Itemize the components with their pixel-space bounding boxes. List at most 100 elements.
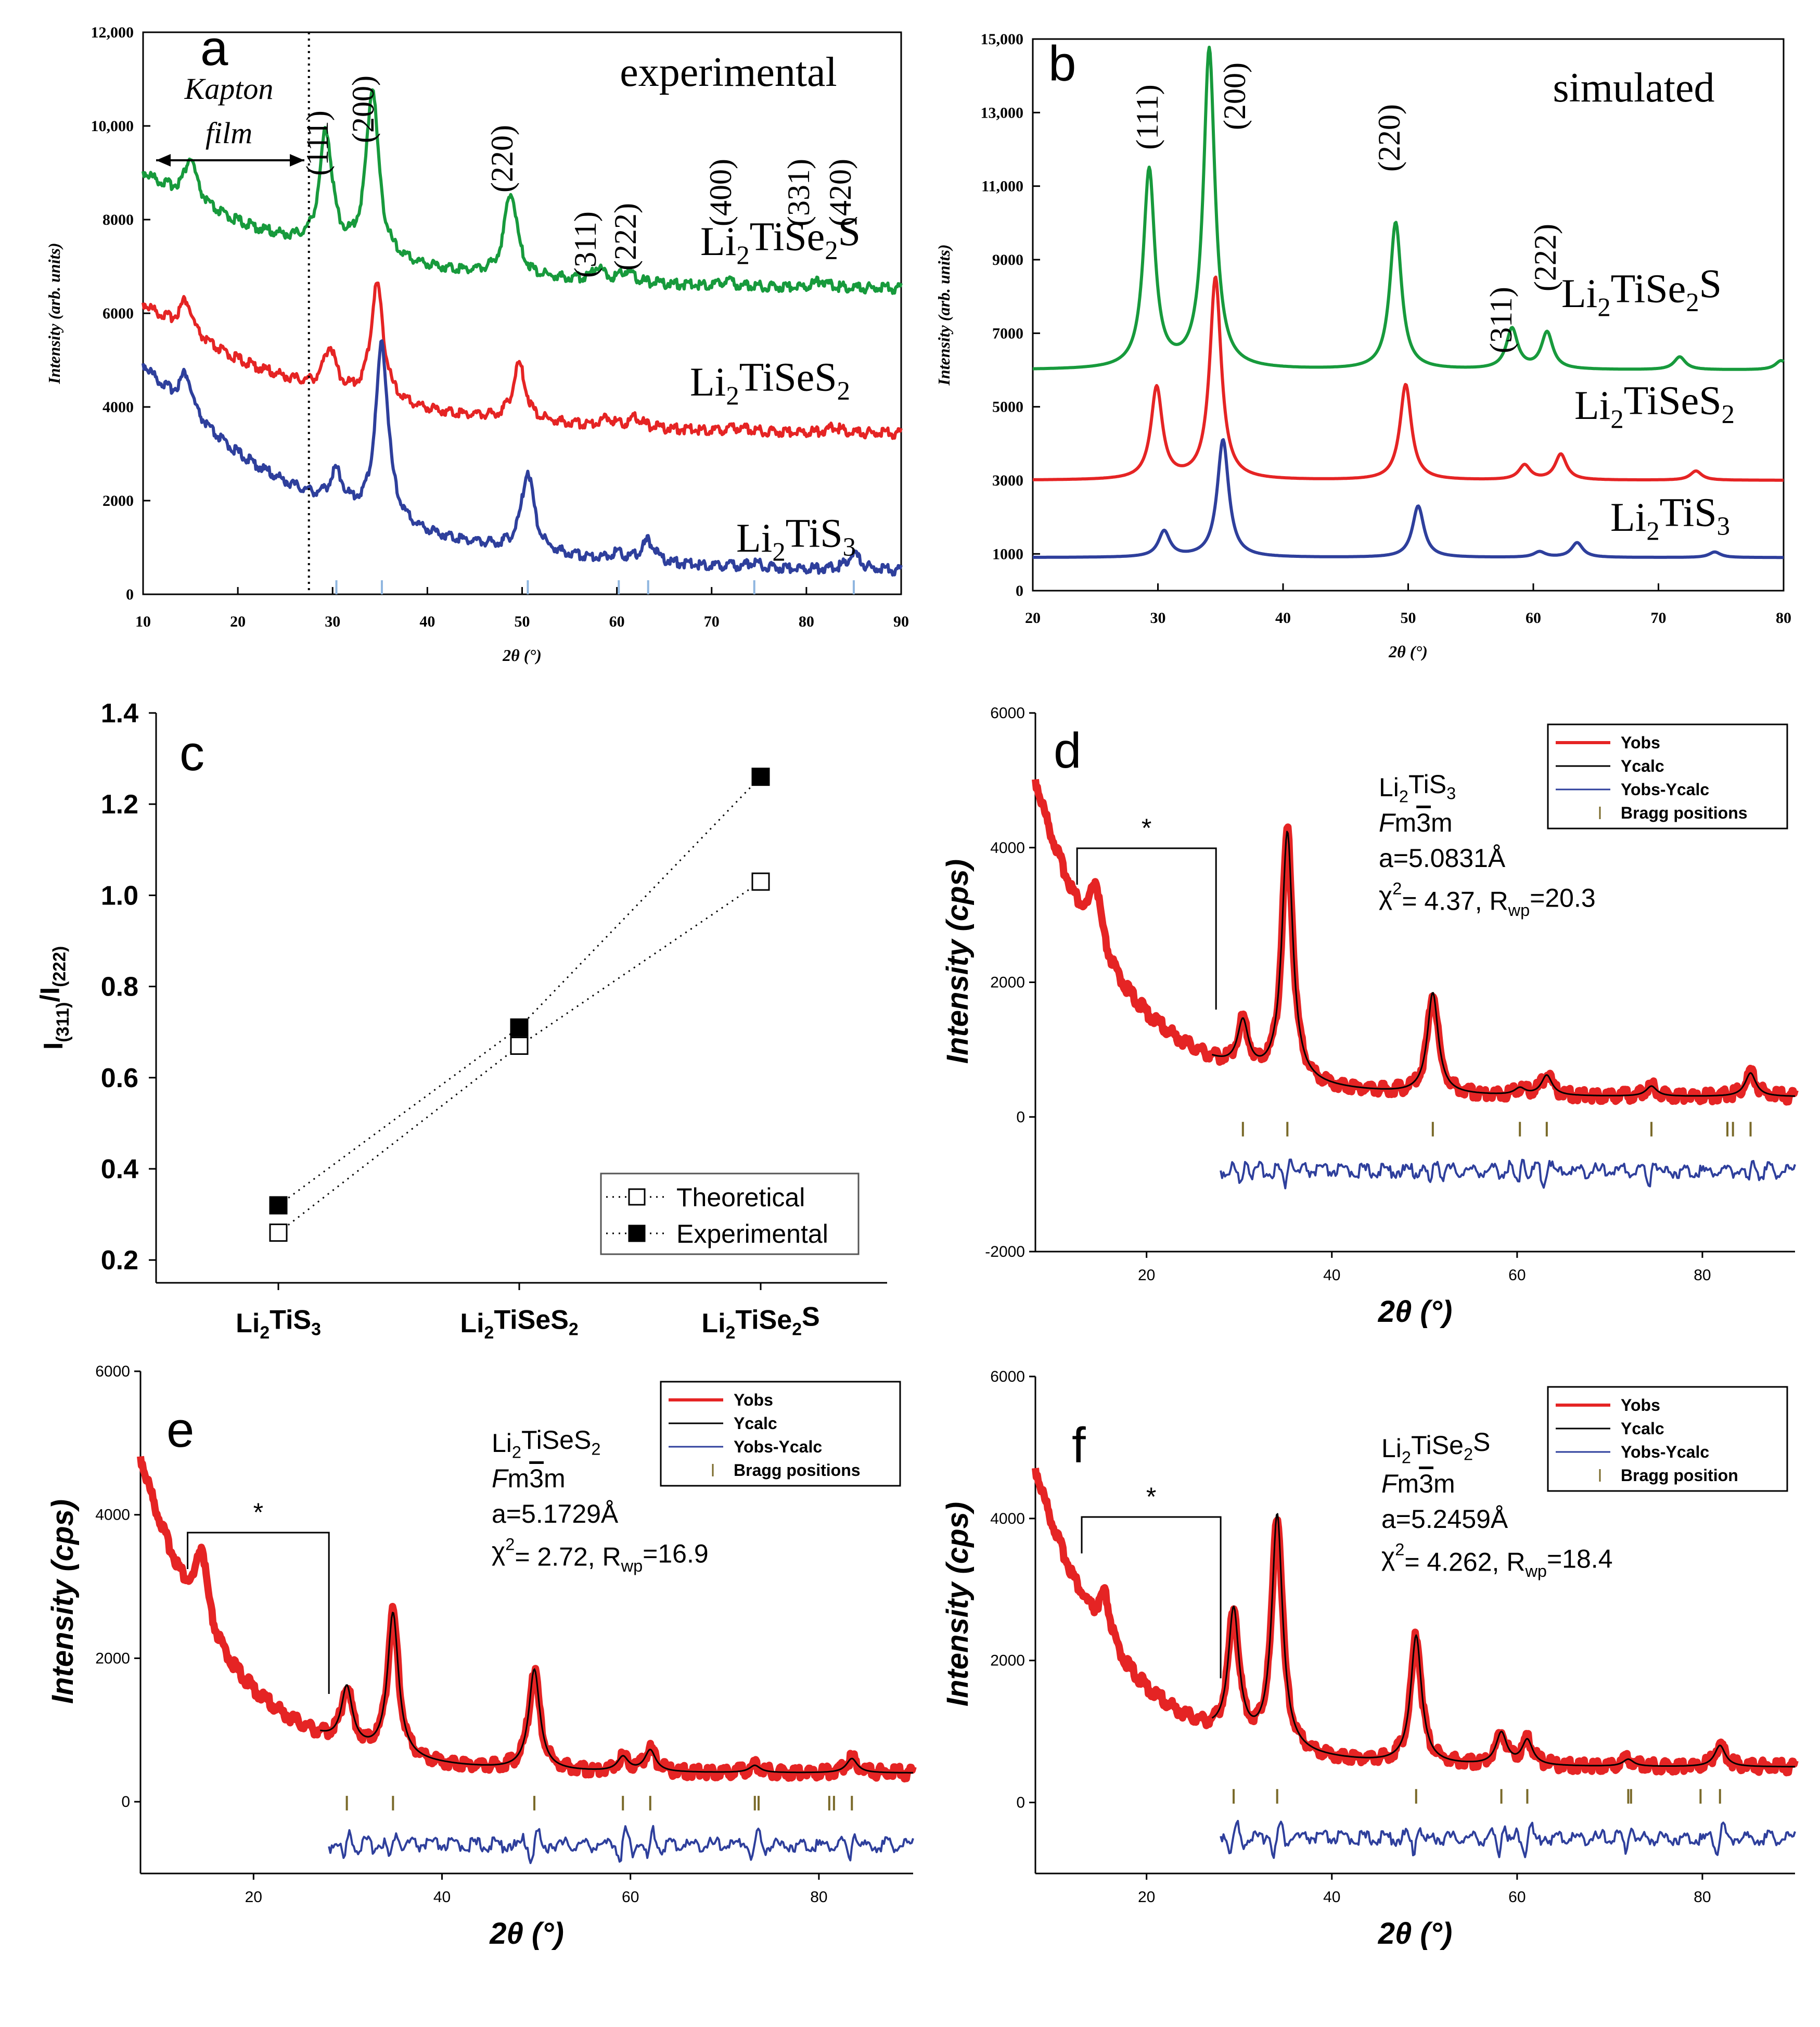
x-tick-label: 80 [799,613,814,630]
y-tick-label: 11,000 [981,178,1023,195]
ycalc-line [1212,831,1796,1097]
formula-part: χ [1381,1542,1395,1571]
ycalc-line [319,1612,913,1774]
panel-title: simulated [1553,65,1714,111]
formula-part: wp [621,1557,643,1575]
phase-formula: Li2TiSe2S [1381,1427,1490,1467]
panel-e: 20 40 60 80 0 2000 4000 6000 2θ (°) Intensity (cp… [46,1363,917,1950]
y-tick-label: 1.2 [101,789,138,820]
formula-part: = 2.72, R [515,1542,621,1572]
space-group-part: F [492,1464,509,1493]
hkl-label: (311) [1484,287,1518,353]
x-tick-label: 20 [1138,1267,1155,1284]
formula-part: TiS [1408,770,1446,799]
series-Li2TiSe2S [1032,45,1785,371]
y-tick-label: 0.6 [101,1063,138,1093]
hkl-label: (222) [608,203,643,271]
x-tick-label: 90 [893,613,909,630]
ycalc-line [1211,1513,1795,1768]
x-category-label: Li2TiS3 [236,1305,321,1343]
y-tick-label: 6000 [95,1363,130,1380]
formula-part: TiSeS [521,1425,591,1455]
formula-part: TiSeS [739,354,837,399]
formula-part: (311) [53,1002,73,1042]
formula-part: 2 [1610,405,1623,434]
space-group-part: m [1431,808,1453,837]
space-group-part: m [508,1464,530,1493]
formula-part: χ [1379,881,1392,910]
legend-label: Yobs [734,1391,773,1409]
lattice-parameter: a=5.0831Å [1379,844,1506,873]
panel-b: 20 30 40 50 60 70 80 0 1000 3000 5000 7000 9000 11,00… [934,31,1791,661]
series-Li2TiS3 [142,339,903,577]
series-label: Li2TiSeS2 [690,354,850,410]
y-tick-label: 1000 [992,545,1023,563]
legend-label: Yobs [1621,733,1660,752]
y-tick-label: 0 [126,586,134,603]
space-group-part: 3 [1419,1469,1433,1498]
panel-label-a: a [200,20,228,76]
formula-part: 3 [843,532,856,562]
marker-open-square [510,1036,529,1055]
yobs-ycalc-line [1220,1158,1796,1190]
formula-part: χ [492,1537,505,1566]
y-tick-label: 6000 [990,1368,1025,1385]
x-tick-label: 70 [704,613,720,630]
yobs-ycalc-line [328,1825,914,1864]
formula-part: 2 [772,538,785,567]
space-group-part: m [1433,1469,1455,1498]
kapton-bracket [1076,847,1217,1010]
formula-part: 2 [736,241,749,270]
y-tick-label: 2000 [102,492,134,509]
formula-part: Li [701,1308,725,1338]
formula-part: (222) [49,946,69,987]
hkl-label: (222) [1528,224,1562,291]
x-tick-label: 30 [325,613,340,630]
formula-part: wp [1524,1562,1547,1580]
formula-part: 2 [792,1319,802,1339]
hkl-label: (331) [781,159,816,226]
y-tick-label: 12,000 [91,24,134,41]
formula-part: 2 [512,1443,521,1461]
x-axis-label: 2θ (°) [489,1917,564,1950]
x-tick-label: 40 [1323,1889,1340,1906]
hkl-label: (111) [1130,84,1164,150]
formula-part: TiSeS [1624,377,1722,423]
panel-a: 10 20 30 40 50 60 70 80 90 0 2000 4000 6000 8000 10,00… [45,20,909,665]
marker-open-square [269,1223,288,1242]
series-Li2TiS3 [1032,438,1785,559]
y-tick-label: 0.2 [101,1245,138,1276]
formula-part: I [39,1042,69,1050]
yobs-ycalc-line [1220,1820,1796,1859]
y-tick-label: 0 [1016,1108,1025,1126]
y-tick-label: 10,000 [91,118,134,135]
x-tick-label: 70 [1651,609,1667,627]
fit-statistics: χ2= 4.262, Rwp=18.4 [1381,1540,1613,1580]
space-group-part: m [544,1464,566,1493]
formula-part: 2 [1399,787,1408,806]
formula-part: 2 [1597,293,1610,322]
formula-part: Li [460,1308,484,1338]
kapton-bracket [187,1532,330,1694]
x-tick-label: 80 [810,1889,827,1906]
panel-title: experimental [620,49,837,95]
marker-filled-square [751,768,770,786]
legend-label: Yobs-Ycalc [1621,780,1709,799]
formula-part: 2 [484,1323,494,1343]
hkl-label: (200) [346,75,380,143]
formula-part: /I [35,987,66,1002]
formula-part: TiSe [1411,1431,1464,1460]
formula-part: TiSeS [494,1305,569,1335]
formula-part: 2 [1646,517,1659,546]
x-tick-label: 40 [433,1889,451,1906]
y-tick-label: 1.0 [101,881,138,911]
formula-part: S [838,209,861,254]
y-tick-label: 7000 [992,325,1023,342]
space-group-part: F [1379,808,1396,837]
star-annotation: * [1142,813,1151,843]
series-label: Li2TiSeS2 [1574,377,1735,434]
formula-part: Li [700,219,736,264]
y-tick-label: 2000 [990,1652,1025,1669]
panel-label-b: b [1048,36,1076,92]
